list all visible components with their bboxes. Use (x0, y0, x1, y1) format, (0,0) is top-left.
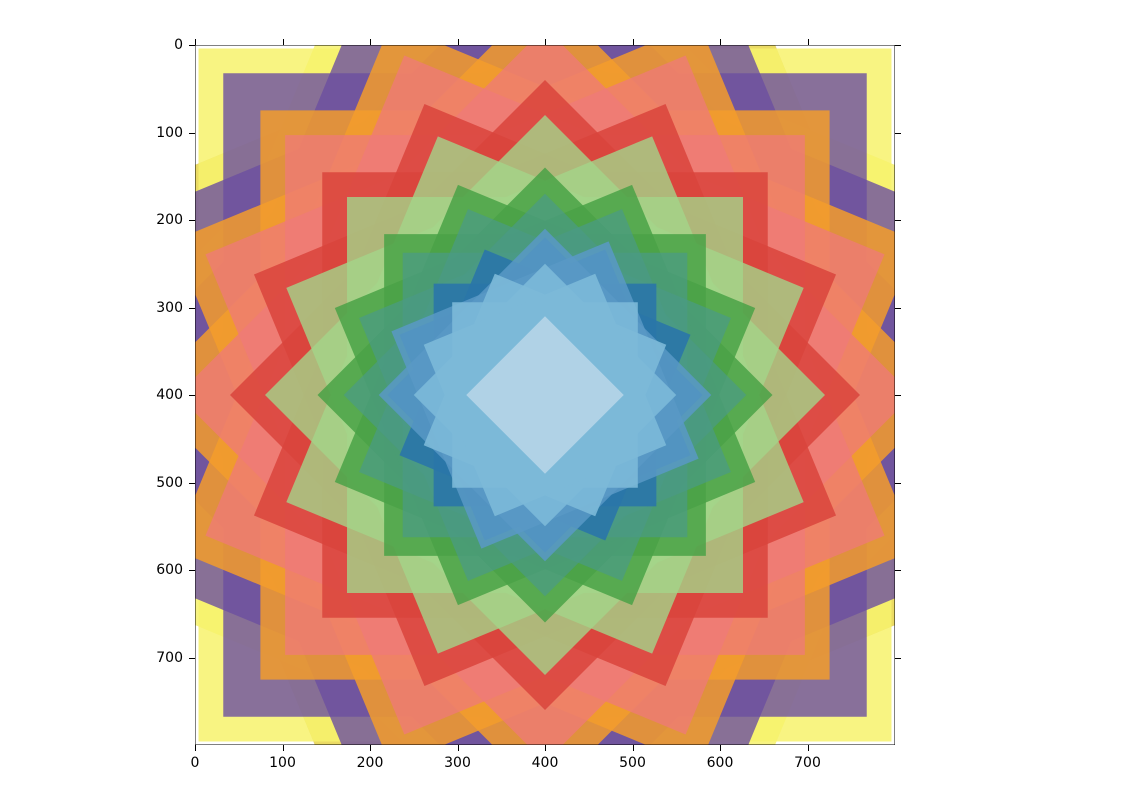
tick-mark (283, 745, 284, 751)
y-tick-label: 400 (156, 387, 183, 403)
tick-mark (895, 45, 901, 46)
tick-mark (189, 570, 195, 571)
tick-mark (370, 745, 371, 751)
tick-mark (895, 220, 901, 221)
x-tick-label: 400 (532, 755, 559, 771)
tick-mark (895, 483, 901, 484)
tick-mark (458, 39, 459, 45)
y-tick-label: 200 (156, 212, 183, 228)
y-tick-label: 0 (174, 37, 183, 53)
tick-mark (283, 39, 284, 45)
y-tick-label: 300 (156, 300, 183, 316)
tick-mark (189, 658, 195, 659)
tick-mark (458, 745, 459, 751)
tick-mark (370, 39, 371, 45)
tick-mark (808, 39, 809, 45)
tick-mark (895, 308, 901, 309)
tick-mark (808, 745, 809, 751)
tick-mark (720, 745, 721, 751)
x-tick-label: 700 (794, 755, 821, 771)
y-tick-label: 700 (156, 650, 183, 666)
tick-mark (189, 220, 195, 221)
x-tick-label: 100 (269, 755, 296, 771)
tick-mark (895, 133, 901, 134)
tick-mark (195, 39, 196, 45)
x-tick-label: 500 (619, 755, 646, 771)
x-tick-label: 200 (357, 755, 384, 771)
x-tick-label: 300 (444, 755, 471, 771)
tick-mark (633, 745, 634, 751)
figure: 0 100 200 300 400 500 600 700 0 100 200 300 400 500 60… (0, 0, 1123, 800)
tick-mark (189, 133, 195, 134)
tick-layer: 0 100 200 300 400 500 600 700 0 100 200 300 400 500 60… (0, 0, 1123, 800)
tick-mark (545, 745, 546, 751)
tick-mark (195, 745, 196, 751)
tick-mark (895, 658, 901, 659)
tick-mark (720, 39, 721, 45)
tick-mark (895, 570, 901, 571)
x-tick-label: 0 (191, 755, 200, 771)
y-tick-label: 100 (156, 125, 183, 141)
y-tick-label: 600 (156, 562, 183, 578)
tick-mark (189, 308, 195, 309)
tick-mark (189, 395, 195, 396)
tick-mark (895, 395, 901, 396)
y-tick-label: 500 (156, 475, 183, 491)
tick-mark (189, 483, 195, 484)
tick-mark (633, 39, 634, 45)
x-tick-label: 600 (707, 755, 734, 771)
tick-mark (189, 45, 195, 46)
tick-mark (545, 39, 546, 45)
